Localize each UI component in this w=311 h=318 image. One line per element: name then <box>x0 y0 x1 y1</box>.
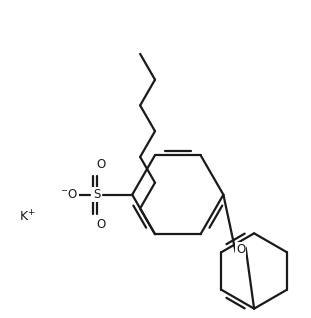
Text: O: O <box>97 218 106 231</box>
Text: O: O <box>97 158 106 171</box>
Text: O: O <box>236 243 245 256</box>
Text: S: S <box>93 188 100 201</box>
Text: $^{-}$O: $^{-}$O <box>60 188 78 201</box>
Text: K$^{+}$: K$^{+}$ <box>19 209 36 224</box>
